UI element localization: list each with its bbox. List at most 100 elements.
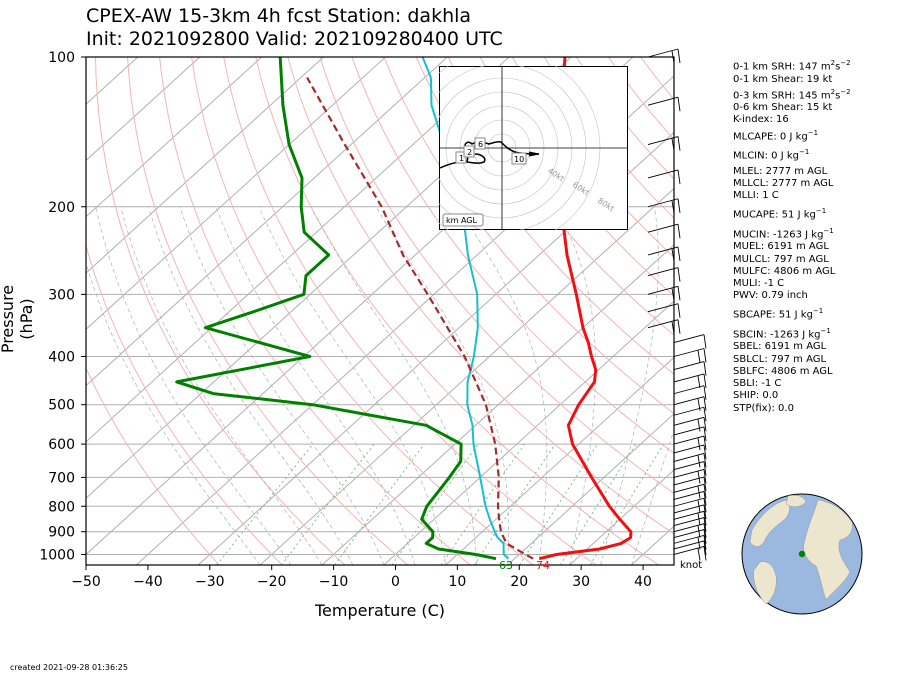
index-line: SBCIN: -1263 J kg−1 xyxy=(733,326,831,341)
hodograph-label-6: 6 xyxy=(478,140,483,149)
hodograph-label-2: 2 xyxy=(467,148,472,157)
index-line: MLEL: 2777 m AGL xyxy=(733,165,828,177)
mixing-ratio-line xyxy=(589,443,665,565)
wind-barb xyxy=(647,136,681,151)
globe-africa-europe xyxy=(803,499,853,601)
hodograph-label-1: 1 xyxy=(459,154,464,163)
index-line: 0-3 km SRH: 145 m2s−2 xyxy=(733,87,851,102)
mixing-ratio-line xyxy=(281,443,375,565)
index-line: STP(fix): 0.0 xyxy=(733,402,794,414)
index-line: SHIP: 0.0 xyxy=(733,390,779,402)
index-line: MUCIN: -1263 J kg−1 xyxy=(733,226,834,241)
x-tick-label: 10 xyxy=(448,574,466,590)
dry-adiabat xyxy=(319,57,674,495)
dry-adiabat xyxy=(95,57,346,565)
isotherm-line xyxy=(569,469,674,565)
wind-barb xyxy=(673,534,707,550)
hodograph-units-label: km AGL xyxy=(446,216,478,225)
wind-barb xyxy=(673,490,707,506)
isotherm-line xyxy=(445,356,674,565)
chart-title-line2: Init: 2021092800 Valid: 202109280400 UTC xyxy=(86,28,503,50)
index-line: MLLCL: 2777 m AGL xyxy=(733,177,834,189)
isotherm-line xyxy=(86,57,386,330)
moist-adiabat xyxy=(310,206,478,565)
wind-barb xyxy=(647,96,681,112)
dewpoint-profile xyxy=(175,57,497,561)
parcel-profile xyxy=(306,77,534,560)
index-line: MUEL: 6191 m AGL xyxy=(733,241,829,253)
hodograph: 40kt 60kt 80kt 1 2 6 10 km AGL xyxy=(439,66,628,230)
stability-indices-panel: 0-1 km SRH: 147 m2s−2 0-1 km Shear: 19 kt… xyxy=(733,57,851,415)
moist-adiabat xyxy=(258,206,447,565)
wind-barb xyxy=(673,385,707,400)
wind-unit-label: knot xyxy=(680,560,703,571)
wind-barb xyxy=(673,468,707,484)
dry-adiabat xyxy=(287,57,674,535)
moist-adiabat xyxy=(179,206,385,565)
index-line: MULFC: 4806 m AGL xyxy=(733,265,836,277)
x-tick-label: 0 xyxy=(391,574,400,590)
dry-adiabat xyxy=(255,57,659,565)
y-tick-label: 900 xyxy=(48,525,75,541)
index-line: SBLFC: 4806 m AGL xyxy=(733,365,833,377)
x-tick-label: −40 xyxy=(133,574,163,590)
wind-barb xyxy=(647,198,681,213)
x-tick-label: −30 xyxy=(195,574,225,590)
wind-barb xyxy=(647,267,681,282)
index-line: MLCIN: 0 J kg−1 xyxy=(733,148,810,162)
moist-adiabat xyxy=(120,206,323,565)
moist-adiabat xyxy=(148,206,354,565)
wind-barb xyxy=(673,510,707,526)
surface-temperature-label: 74 xyxy=(536,559,550,572)
index-line: MLCAPE: 0 J kg−1 xyxy=(733,128,819,142)
x-tick-label: 40 xyxy=(634,574,652,590)
y-tick-label: 300 xyxy=(48,287,75,303)
hodograph-label-10: 10 xyxy=(514,155,524,164)
dry-adiabat xyxy=(447,57,674,336)
wind-barb xyxy=(647,285,681,301)
y-tick-label: 800 xyxy=(48,499,75,515)
y-tick-label: 500 xyxy=(48,398,75,414)
moist-adiabat xyxy=(95,206,292,565)
index-line: MUCAPE: 51 J kg−1 xyxy=(733,207,827,221)
y-axis-label: Pressure (hPa) xyxy=(0,284,36,354)
isotherm-line xyxy=(383,300,674,565)
isotherm-line xyxy=(259,187,674,565)
wind-barb xyxy=(673,406,707,422)
station-marker xyxy=(798,550,806,558)
isotherm-line xyxy=(86,57,510,443)
created-timestamp: created 2021-09-28 01:36:25 xyxy=(10,663,128,672)
mixing-ratio-line xyxy=(334,443,425,565)
dry-adiabat xyxy=(191,57,534,565)
wind-barb xyxy=(647,303,681,318)
dry-adiabat xyxy=(223,57,597,565)
location-globe xyxy=(741,493,863,615)
wind-barb xyxy=(647,223,681,239)
moist-adiabat xyxy=(457,206,548,565)
wind-barb xyxy=(673,435,707,451)
mixing-ratio-line xyxy=(560,443,637,565)
x-tick-label: −50 xyxy=(71,574,101,590)
y-tick-label: 600 xyxy=(48,437,75,453)
wind-barb xyxy=(673,361,707,376)
wind-barb xyxy=(673,396,707,411)
wind-barb xyxy=(673,483,707,499)
isotherm-line xyxy=(86,57,262,218)
moist-adiabat xyxy=(215,206,416,565)
wind-barb xyxy=(673,476,707,492)
x-tick-label: 20 xyxy=(510,574,528,590)
index-line: MULI: -1 C xyxy=(733,278,785,290)
index-line: SBLCL: 797 m AGL xyxy=(733,353,827,365)
wind-barb xyxy=(647,169,681,184)
wind-barb xyxy=(673,452,707,468)
x-tick-label: −20 xyxy=(257,574,287,590)
index-line: MLLI: 1 C xyxy=(733,190,779,202)
y-tick-label: 1000 xyxy=(39,547,75,563)
dry-adiabat xyxy=(415,57,674,375)
isotherm-line xyxy=(86,57,201,162)
wind-barb xyxy=(673,426,707,441)
index-line: 0-6 km Shear: 15 kt xyxy=(733,102,833,114)
dry-adiabat xyxy=(479,57,674,297)
isotherm-line xyxy=(86,57,448,387)
globe-americas-north xyxy=(749,499,790,547)
